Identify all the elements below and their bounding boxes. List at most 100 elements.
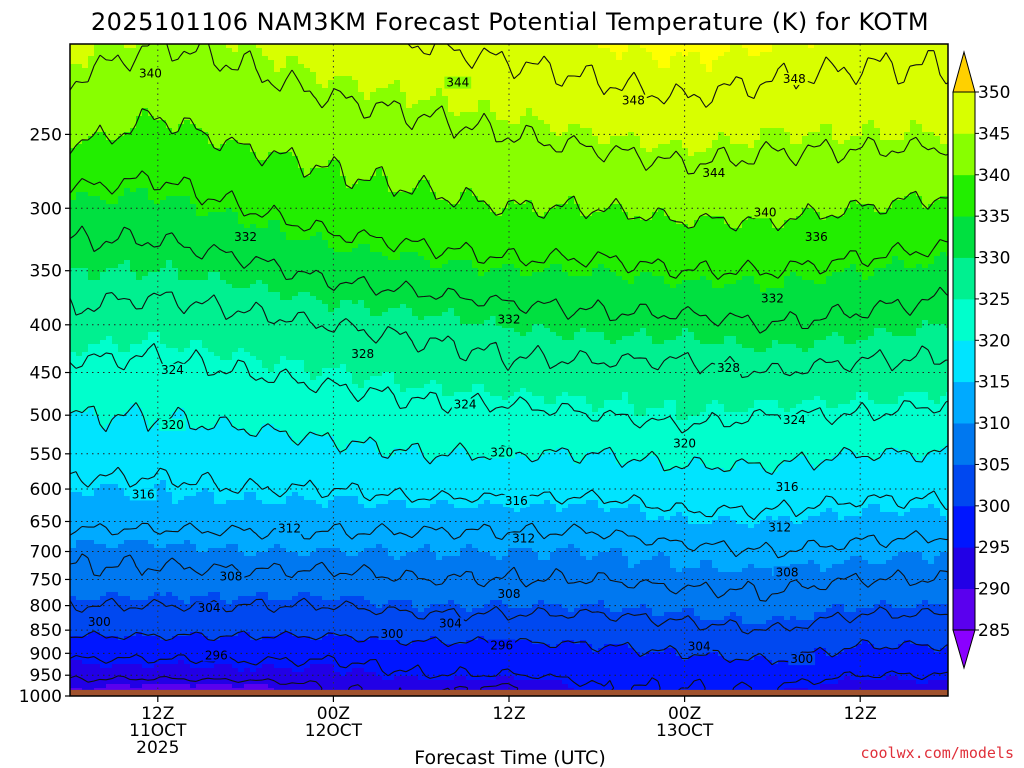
x-tick-label: 11OCT bbox=[129, 721, 187, 741]
fill-cell bbox=[922, 556, 935, 561]
fill-cell bbox=[832, 456, 869, 461]
fill-cell bbox=[238, 596, 269, 601]
fill-cell bbox=[436, 556, 443, 561]
fill-cell bbox=[586, 396, 623, 401]
fill-cell bbox=[328, 240, 948, 245]
contour-label: 324 bbox=[161, 363, 184, 377]
fill-cell bbox=[784, 408, 791, 413]
fill-cell bbox=[352, 440, 359, 445]
fill-cell bbox=[550, 500, 587, 505]
fill-cell bbox=[580, 212, 593, 217]
fill-cell bbox=[70, 440, 293, 445]
fill-cell bbox=[322, 504, 329, 509]
fill-cell bbox=[70, 640, 401, 645]
fill-cell bbox=[430, 380, 437, 385]
contour-label: 340 bbox=[139, 66, 162, 80]
fill-cell bbox=[922, 456, 948, 461]
fill-cell bbox=[928, 320, 948, 325]
fill-cell bbox=[538, 552, 551, 557]
fill-cell bbox=[442, 556, 497, 561]
fill-cell bbox=[274, 544, 281, 549]
fill-cell bbox=[280, 356, 287, 361]
fill-cell bbox=[352, 248, 371, 253]
fill-cell bbox=[826, 404, 839, 409]
fill-cell bbox=[592, 556, 629, 561]
fill-cell bbox=[688, 52, 701, 57]
fill-cell bbox=[118, 196, 149, 201]
fill-cell bbox=[850, 264, 857, 269]
fill-cell bbox=[664, 276, 701, 281]
fill-cell bbox=[820, 464, 948, 469]
fill-cell bbox=[562, 264, 599, 269]
fill-cell bbox=[772, 224, 785, 229]
fill-cell bbox=[70, 424, 101, 429]
fill-cell bbox=[430, 180, 948, 185]
fill-cell bbox=[268, 156, 299, 161]
fill-cell bbox=[724, 52, 749, 57]
contour-labels: 3403443483483443403363323323323283283243… bbox=[85, 66, 830, 666]
fill-cell bbox=[160, 480, 167, 485]
fill-cell bbox=[208, 348, 239, 353]
fill-cell bbox=[748, 216, 773, 221]
fill-cell bbox=[298, 164, 329, 169]
fill-cell bbox=[358, 88, 377, 93]
fill-cell bbox=[676, 568, 683, 573]
fill-cell bbox=[70, 672, 341, 677]
fill-cell bbox=[754, 400, 779, 405]
fill-cell bbox=[664, 280, 683, 285]
fill-cell bbox=[394, 636, 431, 641]
fill-cell bbox=[598, 504, 629, 509]
fill-cell bbox=[454, 392, 491, 397]
fill-cell bbox=[70, 508, 515, 513]
fill-cell bbox=[88, 136, 107, 141]
fill-cell bbox=[568, 200, 575, 205]
contour-label: 336 bbox=[805, 230, 828, 244]
fill-cell bbox=[628, 48, 647, 53]
fill-cell bbox=[610, 268, 845, 273]
fill-cell bbox=[580, 204, 611, 209]
fill-cell bbox=[910, 508, 941, 513]
fill-cell bbox=[520, 332, 527, 337]
fill-cell bbox=[376, 88, 401, 93]
fill-cell bbox=[664, 400, 677, 405]
fill-cell bbox=[100, 340, 113, 345]
fill-cell bbox=[292, 596, 323, 601]
fill-cell bbox=[832, 128, 863, 133]
fill-cell bbox=[448, 100, 479, 105]
fill-cell bbox=[550, 124, 569, 129]
fill-cell bbox=[310, 168, 341, 173]
fill-cell bbox=[742, 344, 773, 349]
fill-cell bbox=[286, 232, 317, 237]
contour-336 bbox=[70, 170, 948, 280]
fill-cell bbox=[202, 128, 551, 133]
fill-cell bbox=[718, 56, 948, 61]
fill-cell bbox=[850, 556, 863, 561]
fill-cell bbox=[472, 608, 569, 613]
fill-cell bbox=[70, 128, 131, 133]
fill-cell bbox=[172, 500, 179, 505]
fill-cell bbox=[370, 312, 383, 317]
fill-cell bbox=[238, 48, 263, 53]
colorbar-swatch bbox=[953, 216, 975, 258]
contour-label: 340 bbox=[754, 205, 777, 219]
fill-cell bbox=[490, 108, 527, 113]
fill-cell bbox=[562, 508, 605, 513]
fill-cell bbox=[568, 608, 575, 613]
fill-cell bbox=[730, 136, 761, 141]
fill-cell bbox=[808, 456, 833, 461]
fill-cell bbox=[778, 464, 815, 469]
fill-cell bbox=[400, 252, 419, 257]
fill-cell bbox=[160, 336, 563, 341]
fill-cell bbox=[412, 104, 449, 109]
fill-cell bbox=[454, 312, 948, 317]
fill-cell bbox=[142, 112, 149, 117]
fill-cell bbox=[70, 376, 311, 381]
colorbar-swatch bbox=[953, 505, 975, 548]
fill-cell bbox=[220, 272, 479, 277]
fill-cell bbox=[670, 284, 677, 289]
contour-label-background bbox=[495, 587, 523, 600]
fill-cell bbox=[70, 268, 89, 273]
fill-cell bbox=[874, 328, 887, 333]
fill-cell bbox=[856, 264, 887, 269]
fill-cell bbox=[436, 456, 473, 461]
